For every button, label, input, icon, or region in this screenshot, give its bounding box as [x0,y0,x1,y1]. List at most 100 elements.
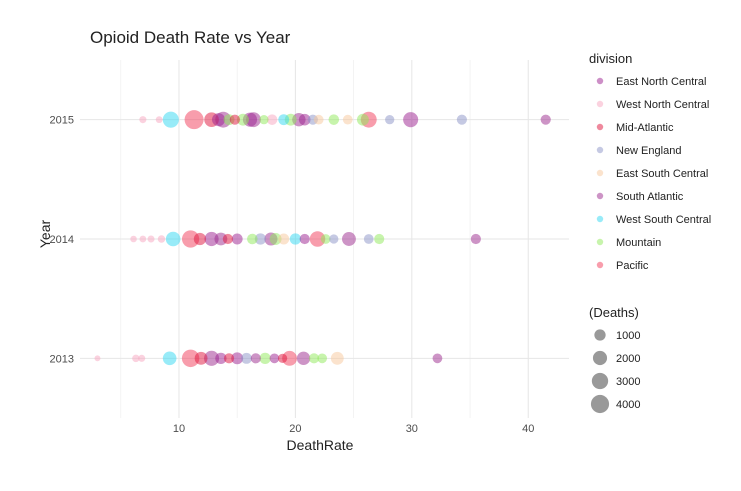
size-legend-label: 3000 [616,376,640,388]
size-legend-swatch [590,394,610,414]
legend-label: Pacific [616,260,649,272]
data-point [309,231,326,247]
data-point [308,353,320,364]
x-tick-label: 40 [522,423,534,435]
legend-label: East South Central [616,168,708,180]
size-legend-label: 4000 [616,399,640,411]
data-point [181,349,200,368]
y-axis-ticks: 2013 2014 2015 [50,115,74,366]
data-point [132,354,140,363]
legend-swatch [596,215,604,223]
data-point [223,353,235,364]
size-legend-label: 1000 [616,330,640,342]
y-axis-title: Year [37,220,53,249]
data-point [155,116,163,124]
data-point [317,353,328,364]
data-point [222,233,233,245]
data-point [289,233,302,245]
data-point [194,351,208,365]
legend-swatch [596,146,604,154]
data-point [259,115,269,125]
size-legend-label: 2000 [616,353,640,365]
data-point [94,355,101,362]
data-point [162,111,179,128]
size-legend-swatch [594,329,606,341]
data-points [94,110,551,368]
data-point [237,113,249,126]
data-point [193,232,207,246]
data-point [204,350,220,366]
legend-swatch [596,169,604,177]
data-point [320,234,331,244]
legend-swatch [596,238,604,246]
legend-label: Mid-Atlantic [616,122,674,134]
data-point [139,116,147,124]
color-legend-title: division [589,51,632,66]
color-legend: East North Central West North Central Mid-… [596,76,711,272]
data-point [403,112,419,128]
data-point [229,114,240,125]
legend-label: East North Central [616,76,706,88]
data-point [385,115,395,125]
data-point [130,235,137,243]
data-point [277,353,288,363]
data-point [250,353,261,364]
data-point [138,354,146,362]
data-point [342,114,353,125]
data-point [298,113,311,126]
data-point [211,113,226,127]
data-point [215,352,227,364]
x-tick-label: 30 [406,423,418,435]
data-point [269,353,280,364]
data-point [330,351,344,365]
data-point [204,231,219,247]
data-point [363,234,374,244]
x-axis-title: DeathRate [287,437,354,453]
data-point [282,350,297,366]
x-tick-label: 10 [173,423,185,435]
data-point [540,114,551,125]
legend-label: New England [616,145,681,157]
size-legend-title: (Deaths) [589,305,639,320]
legend-label: Mountain [616,237,661,249]
data-point [456,114,467,125]
data-point [356,113,369,126]
data-point [259,352,271,364]
data-point [342,232,356,246]
data-point [241,352,252,364]
data-point [266,114,278,125]
data-point [296,351,311,366]
legend: division East North Central West North Ce… [589,51,711,414]
data-point [254,233,267,245]
legend-label: West South Central [616,214,711,226]
data-point [299,233,310,245]
data-point [278,114,290,126]
size-legend-swatch [592,350,608,366]
data-point [147,235,155,243]
y-tick-label: 2013 [50,353,74,365]
x-axis-ticks: 10 20 30 40 [173,423,535,435]
data-point [165,231,181,247]
x-tick-label: 20 [289,423,301,435]
data-point [247,233,258,245]
legend-label: South Atlantic [616,191,684,203]
legend-swatch [596,77,604,85]
data-point [231,233,243,245]
data-point [181,230,200,248]
data-point [157,235,166,243]
y-tick-label: 2015 [50,115,74,127]
chart-title: Opioid Death Rate vs Year [90,28,291,47]
data-point [432,353,443,364]
data-point [329,234,339,244]
data-point [231,352,244,365]
data-point [139,235,147,243]
size-legend: 1000 2000 3000 4000 [590,329,640,414]
data-point [184,110,204,130]
data-point [278,233,290,245]
legend-swatch [596,100,604,108]
data-point [162,351,177,366]
data-point [374,233,385,245]
data-point [269,233,282,245]
size-legend-swatch [591,372,609,390]
